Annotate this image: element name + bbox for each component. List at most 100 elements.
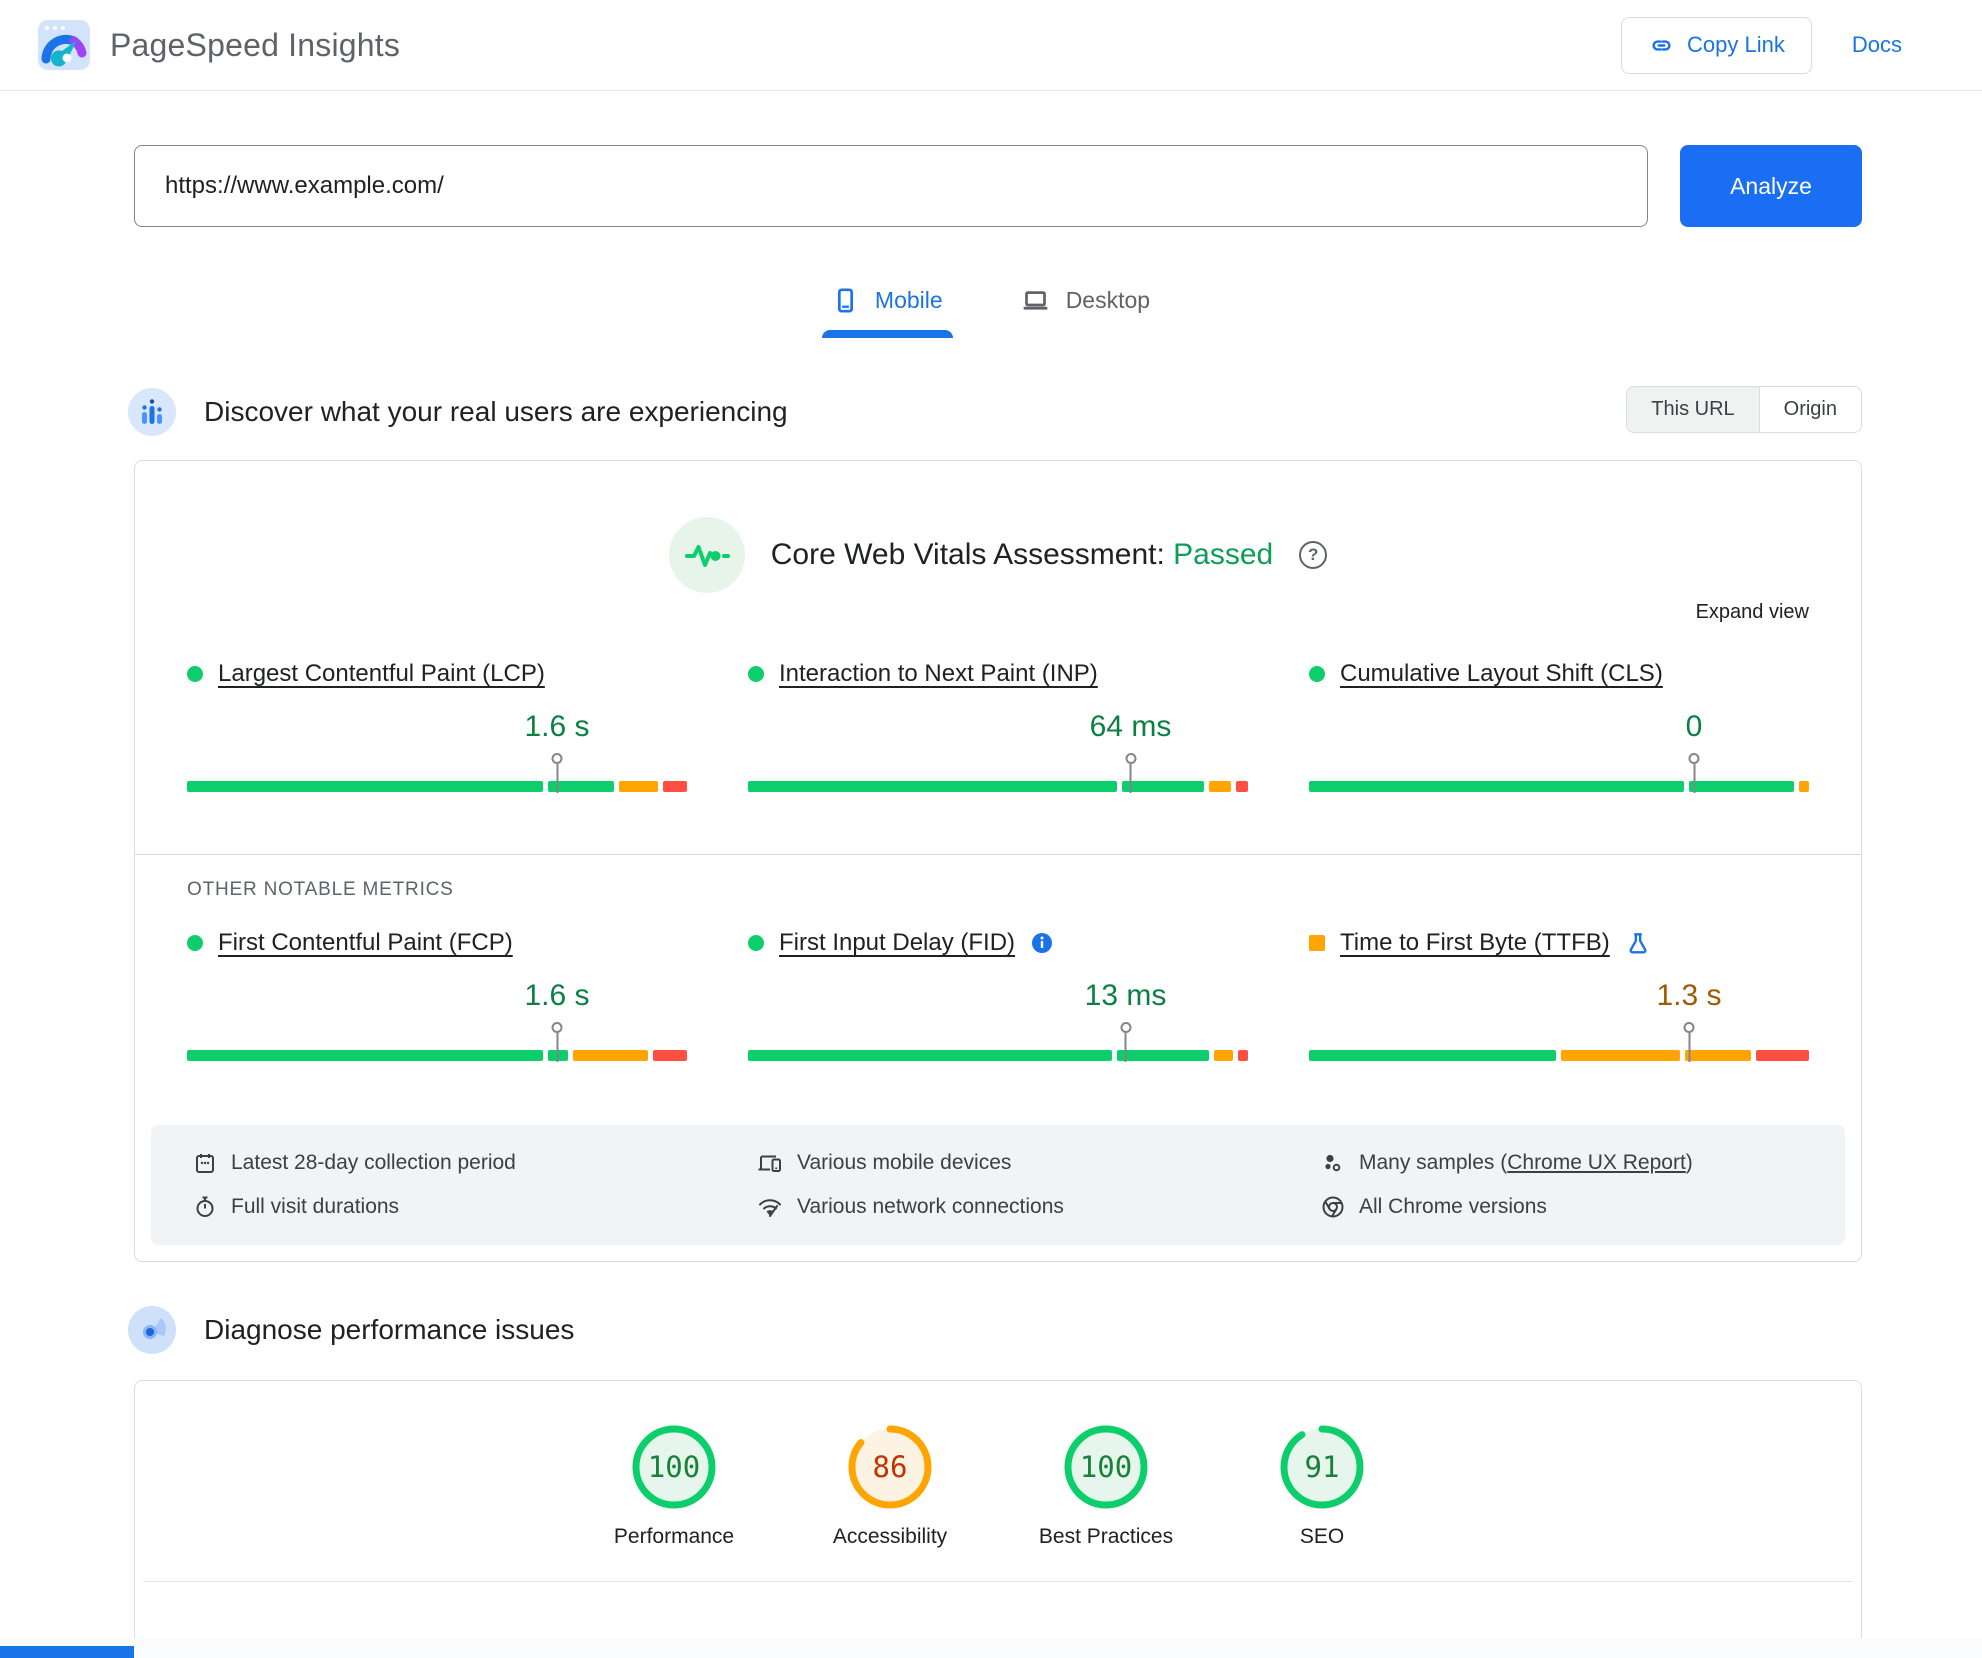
tab-desktop[interactable]: Desktop [1011, 283, 1160, 338]
bar-segment-average [618, 781, 658, 792]
cwv-assessment-title: Core Web Vitals Assessment: Passed [770, 538, 1274, 571]
score-seo[interactable]: 91 SEO [1237, 1425, 1407, 1549]
help-icon[interactable]: ? [1299, 541, 1328, 569]
copy-link-button[interactable]: Copy Link [1621, 16, 1812, 74]
diagnose-target-icon [128, 1306, 176, 1354]
devices-footnote: Various mobile devices [757, 1151, 1281, 1175]
score-number: 91 [1304, 1450, 1340, 1484]
cwv-assessment-result: Passed [1173, 538, 1274, 571]
app-title: PageSpeed Insights [110, 26, 401, 63]
metric-fcp: First Contentful Paint (FCP) 1.6 s [187, 929, 687, 1062]
metric-fid-link[interactable]: First Input Delay (FID) [779, 929, 1016, 956]
copy-link-label: Copy Link [1687, 32, 1785, 57]
metric-fcp-status-bullet [187, 935, 203, 951]
footnote-text: Many samples (Chrome UX Report) [1359, 1151, 1693, 1174]
link-icon [1652, 39, 1671, 51]
bar-segment-average [1561, 1050, 1681, 1061]
metric-inp-link[interactable]: Interaction to Next Paint (INP) [779, 660, 1098, 687]
bar-segment-average [1685, 1050, 1751, 1061]
metric-fid-value: 13 ms [1084, 979, 1167, 1012]
lab-section-title: Diagnose performance issues [204, 1314, 575, 1345]
bar-segment-good [1116, 1050, 1209, 1061]
report-divider [143, 1581, 1853, 1582]
metric-inp: Interaction to Next Paint (INP) 64 ms [748, 660, 1248, 793]
score-performance[interactable]: 100 Performance [589, 1425, 759, 1549]
metric-fid-distribution-bar [748, 1050, 1249, 1061]
bar-segment-average [572, 1050, 649, 1061]
score-gauge: 91 [1280, 1425, 1364, 1509]
bar-segment-average [1799, 781, 1809, 792]
category-scores: 100 Performance 86 Accessibility 100 Best Pra… [135, 1425, 1861, 1549]
info-icon[interactable] [1030, 931, 1054, 955]
bar-segment-good [1688, 781, 1795, 792]
samples-icon [1321, 1151, 1345, 1175]
bar-segment-good [187, 1050, 544, 1061]
metric-cls-p75-marker [1688, 753, 1700, 793]
tab-desktop-label: Desktop [1065, 287, 1151, 313]
stopwatch-icon [193, 1195, 217, 1219]
other-metrics-label: OTHER NOTABLE METRICS [187, 879, 454, 900]
docs-link[interactable]: Docs [1851, 32, 1902, 57]
metric-inp-value: 64 ms [1089, 710, 1172, 743]
info-column-3: Many samples (Chrome UX Report) All Chrom… [1321, 1151, 1845, 1219]
footnote-text: Full visit durations [231, 1195, 400, 1218]
metric-fid: First Input Delay (FID) 13 ms [748, 929, 1249, 1062]
other-metrics-grid: First Contentful Paint (FCP) 1.6 s First I… [187, 929, 1809, 1062]
bar-segment-poor [1755, 1050, 1809, 1061]
toggle-origin[interactable]: Origin [1759, 387, 1861, 432]
flask-icon[interactable] [1625, 930, 1651, 956]
metric-cls: Cumulative Layout Shift (CLS) 0 [1309, 660, 1809, 793]
metric-fcp-link[interactable]: First Contentful Paint (FCP) [218, 929, 513, 956]
pulse-icon [668, 517, 745, 593]
field-section-title: Discover what your real users are experi… [204, 396, 788, 427]
devices-icon [757, 1151, 783, 1175]
footnote-text: Latest 28-day collection period [231, 1151, 516, 1174]
metric-lcp-link[interactable]: Largest Contentful Paint (LCP) [218, 660, 545, 687]
device-tabs: Mobile Desktop [0, 283, 1982, 338]
metric-lcp-p75-marker [551, 753, 563, 793]
chrome-footnote: All Chrome versions [1321, 1195, 1845, 1219]
bar-segment-poor [1235, 781, 1248, 792]
search-row: Analyze [134, 145, 1862, 227]
metric-ttfb-link[interactable]: Time to First Byte (TTFB) [1340, 929, 1610, 956]
lighthouse-card: 100 Performance 86 Accessibility 100 Best Pra… [134, 1380, 1862, 1658]
analyze-button[interactable]: Analyze [1680, 145, 1862, 227]
score-accessibility[interactable]: 86 Accessibility [805, 1425, 975, 1549]
top-bar: PageSpeed Insights Copy Link Docs [0, 0, 1982, 91]
metric-lcp-distribution-bar [187, 781, 687, 792]
tab-mobile[interactable]: Mobile [821, 283, 953, 338]
metric-fcp-p75-marker [551, 1022, 563, 1062]
field-data-card: Core Web Vitals Assessment: Passed ? Exp… [134, 460, 1862, 1262]
metric-ttfb-status-bullet [1309, 935, 1325, 951]
score-gauge: 100 [1064, 1425, 1148, 1509]
score-best-practices[interactable]: 100 Best Practices [1021, 1425, 1191, 1549]
url-input[interactable] [134, 145, 1648, 227]
stopwatch-footnote: Full visit durations [193, 1195, 717, 1219]
bar-segment-poor [653, 1050, 687, 1061]
metric-cls-value: 0 [1685, 710, 1703, 743]
chrome-ux-report-link[interactable]: Chrome UX Report [1507, 1151, 1686, 1174]
metric-inp-status-bullet [748, 666, 764, 682]
metric-ttfb-p75-marker [1683, 1022, 1695, 1062]
url-origin-toggle: This URL Origin [1626, 386, 1862, 433]
metric-cls-link[interactable]: Cumulative Layout Shift (CLS) [1340, 660, 1663, 687]
core-web-vitals-grid: Largest Contentful Paint (LCP) 1.6 s Inter… [187, 660, 1809, 793]
mobile-phone-icon [837, 288, 853, 313]
tab-mobile-label: Mobile [874, 287, 943, 313]
metric-ttfb-distribution-bar [1309, 1050, 1809, 1061]
real-users-icon [128, 388, 176, 436]
metric-fcp-value: 1.6 s [524, 979, 590, 1012]
score-label: Accessibility [832, 1525, 948, 1548]
metric-lcp: Largest Contentful Paint (LCP) 1.6 s [187, 660, 687, 793]
toggle-this-url[interactable]: This URL [1627, 387, 1760, 432]
bar-segment-good [1121, 781, 1205, 792]
metric-cls-distribution-bar [1309, 781, 1809, 792]
card-divider [135, 854, 1861, 855]
desktop-laptop-icon [1023, 291, 1047, 310]
bar-segment-good [748, 1050, 1112, 1061]
brand: PageSpeed Insights [36, 17, 400, 73]
bar-segment-average [1209, 781, 1231, 792]
expand-view-button[interactable]: Expand view [1695, 601, 1809, 623]
metric-ttfb: Time to First Byte (TTFB) 1.3 s [1309, 929, 1809, 1062]
